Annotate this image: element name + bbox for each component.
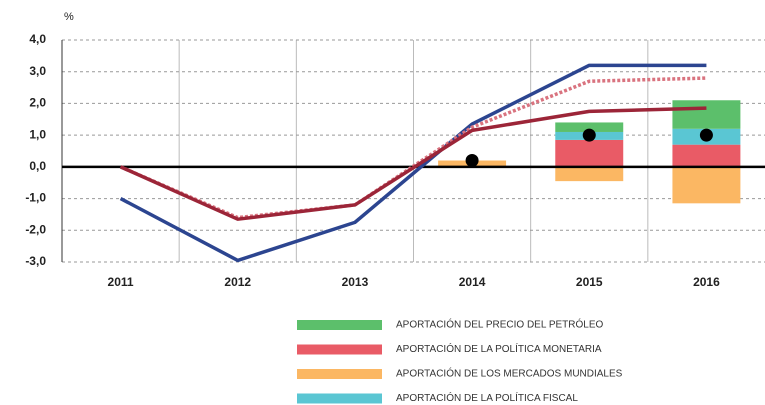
bar-segment <box>555 139 624 167</box>
point <box>465 154 479 168</box>
legend-text: APORTACIÓN DE LA POLÍTICA MONETARIA <box>396 342 602 355</box>
x-tick-label: 2013 <box>342 275 369 289</box>
bar-segment <box>555 122 624 132</box>
y-axis-label: % <box>64 11 74 23</box>
bar-segment <box>672 144 741 167</box>
legend-swatch <box>297 320 382 330</box>
y-tick-label: -2,0 <box>25 222 46 236</box>
legend-swatch <box>297 369 382 379</box>
y-tick-label: 4,0 <box>29 32 46 46</box>
x-tick-label: 2014 <box>459 275 486 289</box>
x-tick-label: 2012 <box>224 275 251 289</box>
bar-segment <box>672 166 741 204</box>
y-tick-label: 1,0 <box>29 127 46 141</box>
y-tick-label: -1,0 <box>25 191 46 205</box>
legend-text: APORTACIÓN DEL PRECIO DEL PETRÓLEO <box>396 318 603 331</box>
y-tick-label: -3,0 <box>25 254 46 268</box>
legend-swatch <box>297 393 382 404</box>
bar-segment <box>672 100 741 129</box>
legend-swatch <box>297 344 382 355</box>
y-tick-label: 3,0 <box>29 64 46 78</box>
legend-text: APORTACIÓN DE LA POLÍTICA FISCAL <box>396 391 578 404</box>
y-tick-label: 2,0 <box>29 96 46 110</box>
legend-text: APORTACIÓN DE LOS MERCADOS MUNDIALES <box>396 367 623 380</box>
point <box>699 128 713 142</box>
point <box>582 128 596 142</box>
y-tick-label: 0,0 <box>29 159 46 173</box>
x-tick-label: 2016 <box>693 275 720 289</box>
bar-segment <box>555 166 624 182</box>
line <box>119 63 707 263</box>
x-tick-label: 2011 <box>108 275 134 289</box>
line <box>119 106 707 221</box>
x-tick-label: 2015 <box>576 275 603 289</box>
